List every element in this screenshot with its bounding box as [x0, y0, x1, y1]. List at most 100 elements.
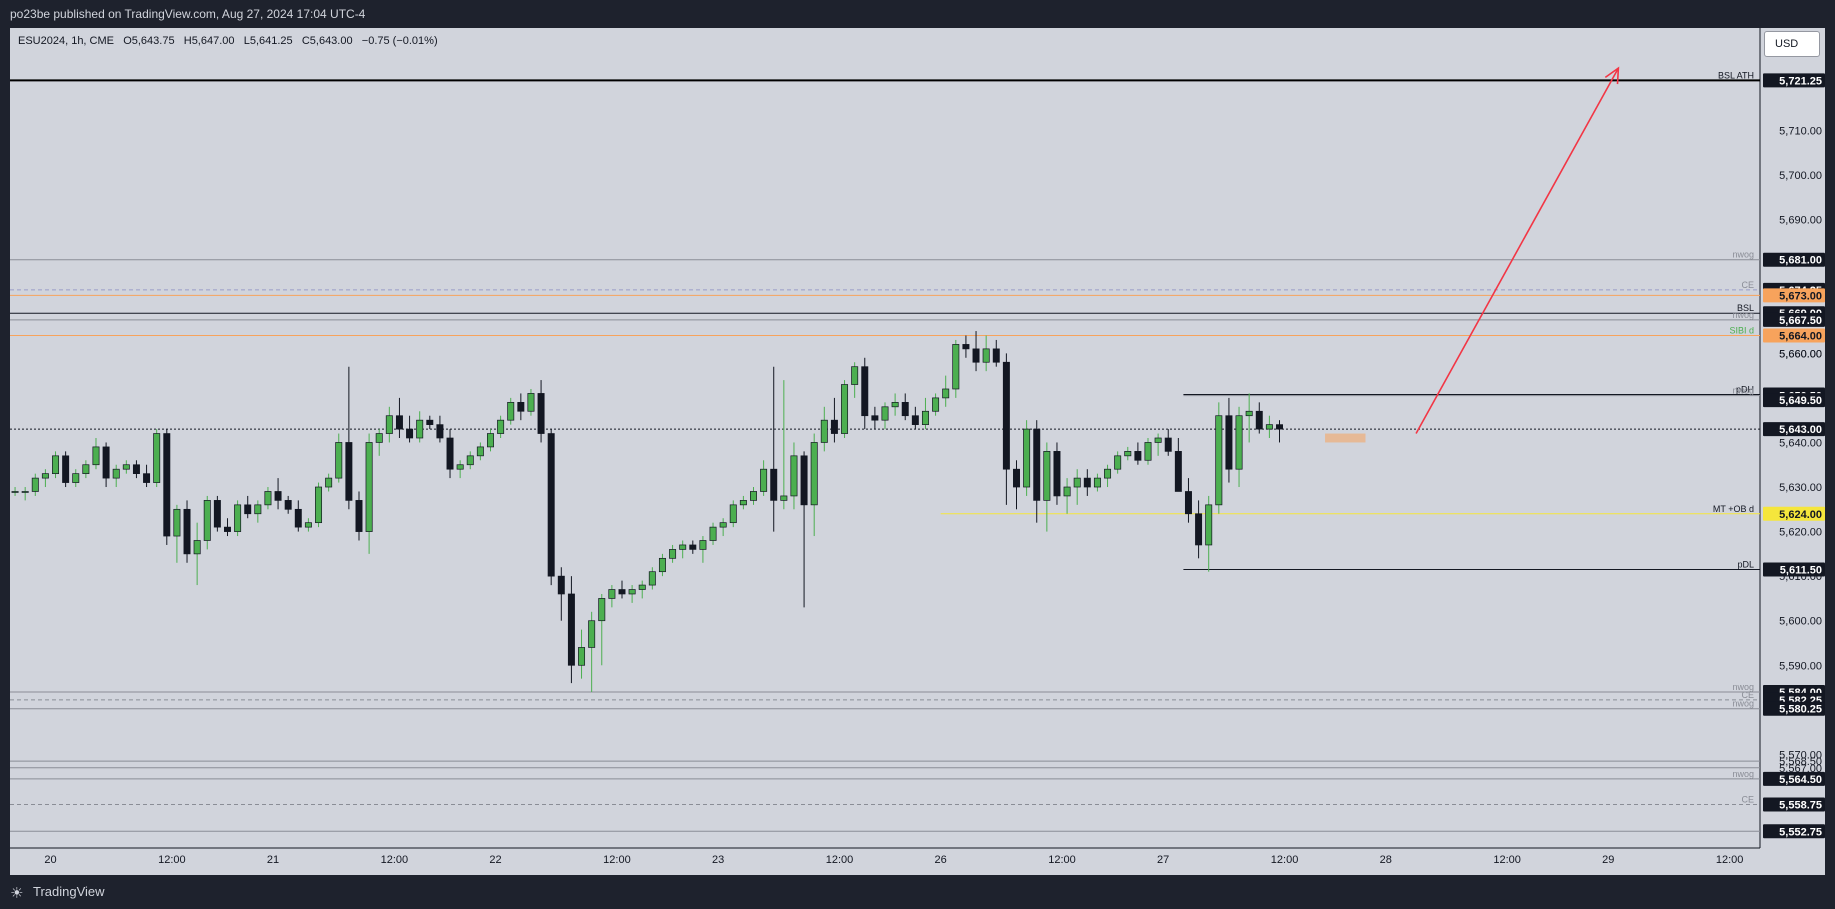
candle-body-87: [891, 401, 899, 408]
candle-body-68: [699, 540, 707, 550]
price-label-bg-3: [1763, 288, 1825, 303]
high-value: H5,647.00: [183, 35, 235, 47]
change-value: −0.75 (−0.01%): [361, 35, 438, 47]
candle-body-27: [284, 500, 292, 510]
candle-body-1: [21, 491, 29, 493]
price-label-10: 5,649.50: [1779, 395, 1822, 407]
price-label-17: 5,568.50: [1779, 756, 1822, 768]
candle-body-37: [385, 415, 393, 434]
x-tick-label-2: 21: [267, 854, 279, 866]
price-label-bg-13: [1763, 562, 1825, 577]
candle-body-100: [1023, 428, 1031, 488]
y-tick-label-1: 5,590.00: [1779, 660, 1822, 672]
candle-body-89: [911, 415, 919, 425]
chart-area[interactable]: [10, 28, 1825, 875]
level-label-7: pDH: [1736, 385, 1754, 395]
price-label-19: 5,564.50: [1779, 774, 1822, 786]
candle-body-70: [719, 522, 727, 528]
candle-body-122: [1245, 410, 1253, 417]
candle-body-51: [527, 393, 535, 412]
x-tick-label-5: 12:00: [603, 854, 631, 866]
y-tick-label-7: 5,660.00: [1779, 348, 1822, 360]
x-tick-label-1: 12:00: [158, 854, 186, 866]
candle-body-47: [487, 433, 494, 448]
candle-body-15: [163, 433, 171, 537]
x-tick-label-7: 12:00: [826, 854, 854, 866]
candle-body-78: [800, 455, 808, 506]
candle-body-95: [972, 348, 980, 363]
candle-body-99: [1013, 468, 1020, 488]
tradingview-logo-icon[interactable]: ☀: [10, 885, 24, 902]
candle-body-121: [1235, 415, 1243, 470]
level-label-10: MT +OB d: [1713, 504, 1754, 514]
candle-body-8: [92, 446, 100, 466]
price-label-12: 5,624.00: [1779, 509, 1822, 521]
candle-body-88: [901, 401, 909, 417]
price-label-13: 5,611.50: [1780, 564, 1822, 576]
candle-body-81: [830, 419, 838, 434]
candle-body-30: [315, 486, 323, 524]
price-label-bg-12: [1763, 506, 1825, 521]
candle-body-4: [52, 455, 60, 475]
candle-body-90: [921, 410, 929, 425]
currency-button[interactable]: USD: [1764, 31, 1820, 57]
candle-body-69: [709, 526, 717, 541]
candle-body-33: [345, 442, 353, 501]
x-tick-label-8: 26: [935, 854, 947, 866]
candle-body-6: [72, 473, 80, 483]
candle-body-13: [143, 473, 151, 483]
candle-body-29: [304, 522, 312, 528]
price-label-bg-5: [1763, 312, 1825, 327]
candle-body-19: [203, 500, 211, 541]
x-tick-label-4: 22: [489, 854, 501, 866]
candle-body-116: [1184, 491, 1192, 515]
level-label-8: nwog: [1732, 386, 1754, 396]
candle-body-65: [669, 549, 677, 559]
x-tick-label-14: 29: [1602, 854, 1614, 866]
candle-body-58: [598, 598, 606, 622]
level-label-1: nwog: [1732, 250, 1754, 260]
candle-body-59: [608, 589, 616, 599]
fvg-zone: [1325, 433, 1366, 443]
candle-body-21: [223, 526, 231, 532]
candle-body-79: [810, 442, 818, 506]
y-tick-label-9: 5,700.00: [1779, 170, 1822, 182]
candle-body-43: [446, 437, 454, 470]
candle-body-61: [628, 589, 636, 595]
level-label-6: SIBI d: [1729, 326, 1754, 336]
candle-body-103: [1053, 451, 1061, 497]
candle-body-40: [416, 419, 424, 439]
candle-body-49: [507, 401, 515, 421]
x-tick-label-12: 28: [1380, 854, 1392, 866]
y-tick-label-8: 5,690.00: [1779, 215, 1822, 227]
candle-body-41: [426, 419, 434, 425]
price-label-bg-6: [1763, 328, 1825, 343]
price-label-3: 5,673.00: [1779, 290, 1822, 302]
candle-body-86: [881, 406, 889, 421]
level-label-4: BSL: [1737, 303, 1754, 313]
candle-body-2: [31, 477, 39, 492]
candle-body-14: [153, 433, 161, 483]
candle-body-76: [780, 495, 788, 501]
candle-body-28: [294, 508, 302, 528]
candle-body-105: [1073, 477, 1081, 488]
candle-body-7: [82, 464, 90, 475]
target-arrowhead: [1604, 66, 1620, 85]
candle-body-36: [375, 433, 383, 443]
candle-body-50: [517, 401, 525, 412]
candle-body-108: [1104, 468, 1112, 479]
brand-name[interactable]: TradingView: [33, 884, 105, 899]
price-label-6: 5,664.00: [1779, 331, 1822, 343]
candle-body-38: [395, 415, 403, 430]
candle-body-72: [739, 500, 747, 506]
level-label-11: pDL: [1737, 559, 1754, 569]
candle-body-22: [234, 504, 242, 532]
x-tick-label-3: 12:00: [381, 854, 409, 866]
symbol-name[interactable]: ESU2024, 1h, CME: [18, 35, 114, 47]
x-tick-label-6: 23: [712, 854, 724, 866]
price-label-bg-21: [1763, 824, 1825, 839]
y-tick-label-2: 5,600.00: [1779, 616, 1822, 628]
candle-body-26: [274, 491, 282, 501]
candle-body-39: [406, 428, 414, 439]
